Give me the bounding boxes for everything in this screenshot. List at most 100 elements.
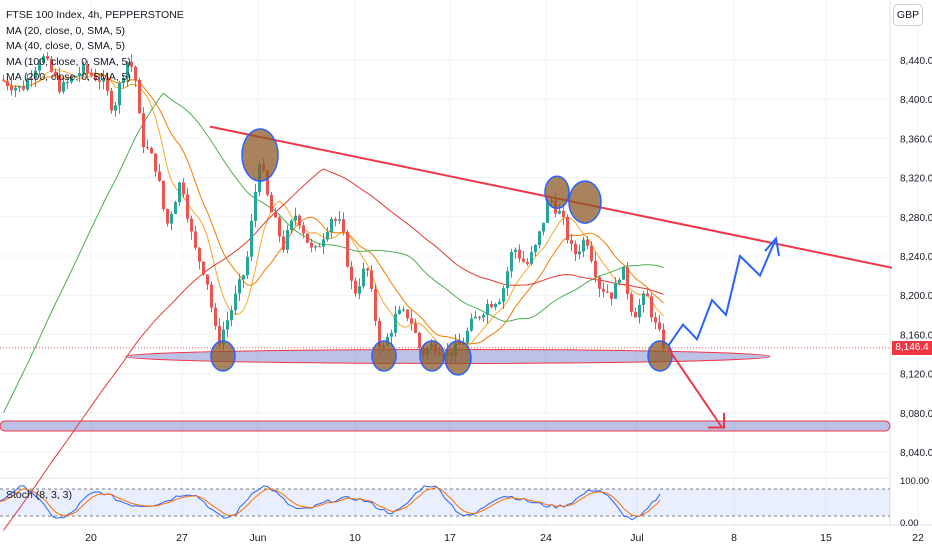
candle-up bbox=[614, 282, 617, 299]
candle-down bbox=[378, 320, 381, 348]
candle-up bbox=[482, 315, 485, 318]
candle-down bbox=[490, 303, 493, 308]
time-axis[interactable]: 20 27 Jun 10 17 24 Jul 8 15 22 bbox=[85, 532, 924, 544]
candle-down bbox=[566, 216, 569, 241]
candle-up bbox=[250, 220, 253, 257]
candle-down bbox=[602, 288, 605, 292]
candle-down bbox=[306, 233, 309, 243]
candle-down bbox=[302, 225, 305, 234]
candle-down bbox=[2, 79, 5, 81]
candle-up bbox=[242, 275, 245, 280]
candle-down bbox=[58, 75, 61, 92]
currency-button[interactable]: GBP bbox=[893, 4, 923, 26]
candle-down bbox=[150, 147, 153, 154]
price-axis[interactable]: 8,440.0 8,400.0 8,360.0 8,320.0 8,280.0 8,240… bbox=[900, 56, 932, 529]
ma100-legend[interactable]: MA (100, close, 0, SMA, 5) bbox=[6, 55, 131, 68]
candle-up bbox=[226, 320, 229, 330]
candle-up bbox=[542, 222, 545, 232]
ma20-legend[interactable]: MA (20, close, 0, SMA, 5) bbox=[6, 24, 126, 37]
candle-up bbox=[538, 231, 541, 246]
candle-down bbox=[274, 212, 277, 218]
candle-down bbox=[110, 90, 113, 111]
candle-down bbox=[106, 78, 109, 91]
pivot-circle bbox=[210, 340, 236, 372]
ma20-line bbox=[3, 68, 664, 353]
candle-up bbox=[642, 293, 645, 305]
stoch-legend[interactable]: Stoch (8, 3, 3) bbox=[6, 489, 72, 501]
candle-down bbox=[570, 240, 573, 244]
candle-down bbox=[154, 153, 157, 172]
candle-up bbox=[506, 271, 509, 289]
candle-down bbox=[190, 218, 193, 232]
candle-up bbox=[390, 332, 393, 337]
candle-up bbox=[498, 301, 501, 305]
candle-down bbox=[370, 270, 373, 289]
candle-up bbox=[234, 293, 237, 311]
candle-down bbox=[54, 71, 57, 76]
candle-down bbox=[658, 322, 661, 330]
candle-down bbox=[366, 268, 369, 271]
y-tick-label: 8,280.0 bbox=[900, 213, 932, 224]
symbol-title[interactable]: FTSE 100 Index, 4h, PEPPERSTONE bbox=[6, 9, 184, 21]
pivot-circle bbox=[371, 340, 397, 372]
candle-down bbox=[158, 171, 161, 181]
candle-down bbox=[574, 243, 577, 255]
candle-up bbox=[622, 267, 625, 280]
candle-down bbox=[418, 332, 421, 348]
candle-up bbox=[394, 313, 397, 333]
candle-up bbox=[254, 191, 257, 221]
ma40-legend[interactable]: MA (40, close, 0, SMA, 5) bbox=[6, 40, 126, 52]
candle-down bbox=[586, 239, 589, 246]
candle-up bbox=[74, 76, 77, 78]
candle-down bbox=[646, 293, 649, 297]
candle-up bbox=[66, 82, 69, 84]
last-price-badge: 8,146.4 bbox=[892, 341, 932, 355]
candle-down bbox=[90, 72, 93, 76]
candle-up bbox=[582, 239, 585, 252]
candle-up bbox=[510, 252, 513, 272]
candle-down bbox=[218, 326, 221, 345]
candle-down bbox=[350, 266, 353, 281]
candle-up bbox=[486, 303, 489, 316]
candle-down bbox=[270, 194, 273, 213]
candle-up bbox=[618, 279, 621, 283]
candle-up bbox=[62, 82, 65, 92]
ma40-line bbox=[3, 72, 664, 345]
pivot-circle bbox=[444, 340, 472, 376]
x-tick-label: 24 bbox=[540, 532, 552, 544]
candle-up bbox=[102, 78, 105, 82]
candle-down bbox=[318, 246, 321, 248]
bullish-arrowhead bbox=[764, 236, 780, 257]
candle-down bbox=[206, 274, 209, 285]
candle-down bbox=[590, 245, 593, 261]
candle-up bbox=[170, 213, 173, 224]
y-tick-label: 8,120.0 bbox=[900, 370, 932, 381]
candle-up bbox=[326, 231, 329, 240]
candle-up bbox=[638, 304, 641, 318]
candle-up bbox=[178, 182, 181, 203]
candle-down bbox=[478, 316, 481, 318]
candle-down bbox=[406, 309, 409, 319]
candle-down bbox=[6, 80, 9, 87]
pivot-circle bbox=[241, 128, 279, 182]
ma200-legend[interactable]: MA (200, close, 0, SMA, 5) bbox=[6, 71, 131, 83]
x-tick-label: 10 bbox=[349, 532, 361, 544]
candle-down bbox=[162, 180, 165, 210]
candle-down bbox=[282, 236, 285, 250]
candle-down bbox=[194, 231, 197, 248]
candle-up bbox=[474, 316, 477, 319]
x-tick-label: 20 bbox=[85, 532, 97, 544]
candle-down bbox=[210, 284, 213, 308]
candle-up bbox=[534, 245, 537, 253]
candle-up bbox=[38, 62, 41, 71]
candle-down bbox=[522, 258, 525, 262]
annotations bbox=[209, 125, 893, 429]
candle-up bbox=[70, 77, 73, 83]
candle-down bbox=[182, 182, 185, 195]
candle-down bbox=[310, 242, 313, 248]
candle-down bbox=[202, 261, 205, 275]
moving-averages bbox=[3, 68, 664, 531]
candle-down bbox=[562, 210, 565, 217]
candle-up bbox=[238, 279, 241, 294]
